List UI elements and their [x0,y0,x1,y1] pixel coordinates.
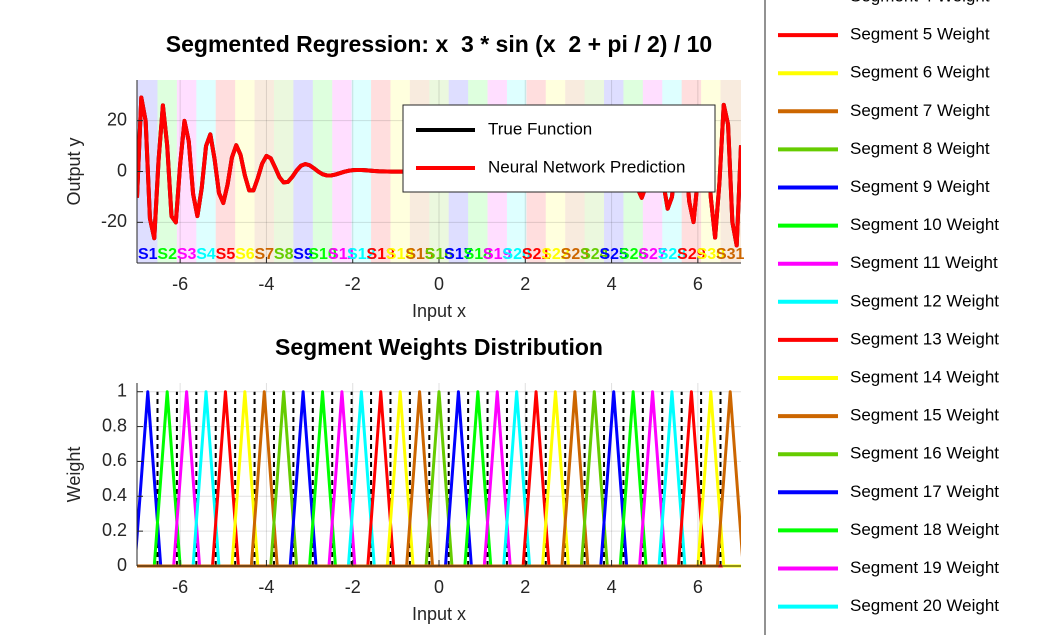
segment-label: S15 [405,246,434,263]
legend-label: Segment 10 Weight [850,215,999,234]
segment-label: S22 [541,246,570,263]
legend-label: Segment 13 Weight [850,329,999,348]
legend-label: Segment 5 Weight [850,25,990,44]
chart-title: Segmented Regression: x 3 * sin (x 2 + p… [166,31,712,57]
legend-label: Segment 11 Weight [850,253,998,272]
segment-label: S26 [619,246,648,263]
x-tick-label: 6 [693,274,703,294]
x-tick-label: 6 [693,577,703,597]
segment-label: S10 [308,246,337,263]
legend: True Function Neural Network Prediction [402,104,716,193]
segment-label: S1 [138,246,158,263]
legend-label: Segment 19 Weight [850,558,999,577]
segment-label: S28 [658,246,687,263]
y-tick-label: 0.8 [102,415,127,435]
legend-box [402,104,716,193]
y-tick-label: 0.4 [102,485,127,505]
legend-label: Segment 17 Weight [850,482,999,501]
legend-label: Segment 16 Weight [850,444,999,463]
legend: Segment 4 Weight Segment 5 Weight Segment … [764,0,1059,635]
legend-label: Segment 7 Weight [850,101,990,120]
segment-label: S21 [522,246,551,263]
x-tick-label: -4 [258,274,274,294]
y-tick-label: 0.2 [102,520,127,540]
x-axis-label: Input x [412,301,466,321]
legend-label: Segment 20 Weight [850,596,999,615]
legend-label: Segment 8 Weight [850,139,990,158]
segment-label: S11 [328,246,356,263]
y-tick-label: 20 [107,109,127,129]
y-axis-label: Weight [64,447,84,503]
x-tick-label: 4 [607,274,617,294]
x-tick-label: 0 [434,274,444,294]
segment-label: S13 [367,246,396,263]
segment-label: S2 [157,246,177,263]
legend-label: Segment 12 Weight [850,291,999,310]
segment-band [215,80,236,263]
segment-label: S18 [464,246,493,263]
segment-label: S20 [502,246,531,263]
segment-label: S25 [599,246,628,263]
x-tick-label: -6 [172,274,188,294]
x-axis-label: Input x [412,604,466,624]
segment-band [176,80,197,263]
legend-box [764,0,1059,635]
segment-band [254,80,274,263]
x-tick-label: 2 [520,577,530,597]
segment-label: S3 [177,246,197,263]
legend-label: Neural Network Prediction [488,157,685,176]
x-tick-label: -2 [345,577,361,597]
segment-label: S27 [638,246,667,263]
segment-label: S30 [697,246,726,263]
segment-band [312,80,333,263]
segment-label: S29 [677,246,706,263]
x-tick-label: -6 [172,577,188,597]
chart-title: Segment Weights Distribution [275,334,603,360]
y-axis-label: Output y [64,137,84,205]
x-tick-label: 4 [607,577,617,597]
x-tick-label: 2 [520,274,530,294]
segment-band [196,80,216,263]
legend-label: Segment 4 Weight [850,0,990,5]
segment-label: S23 [561,246,590,263]
x-tick-label: -2 [345,274,361,294]
y-tick-label: 0 [117,555,127,575]
segment-label: S5 [216,246,236,263]
segment-label: S7 [254,246,274,263]
segment-label: S24 [580,246,609,263]
x-tick-label: 0 [434,577,444,597]
y-tick-label: 0.6 [102,450,127,470]
y-tick-label: 0 [117,160,127,180]
legend-label: Segment 6 Weight [850,63,990,82]
segment-label: S16 [425,246,454,263]
segment-label: S19 [483,246,512,263]
legend-label: Segment 9 Weight [850,177,990,196]
segment-label: S12 [347,246,376,263]
legend-label: Segment 14 Weight [850,367,999,386]
segment-band [273,80,294,263]
segment-label: S9 [293,246,313,263]
legend-label: True Function [488,119,592,138]
legend-label: Segment 18 Weight [850,520,999,539]
y-tick-label: -20 [101,211,127,231]
segment-label: S4 [196,246,216,263]
segment-label: S31 [716,246,745,263]
segment-label: S17 [444,246,473,263]
segment-label: S8 [274,246,294,263]
legend-label: Segment 15 Weight [850,406,999,425]
segment-band [293,80,313,263]
y-tick-label: 1 [117,380,127,400]
segment-label: S6 [235,246,255,263]
segment-label: S14 [386,246,415,263]
x-tick-label: -4 [258,577,274,597]
